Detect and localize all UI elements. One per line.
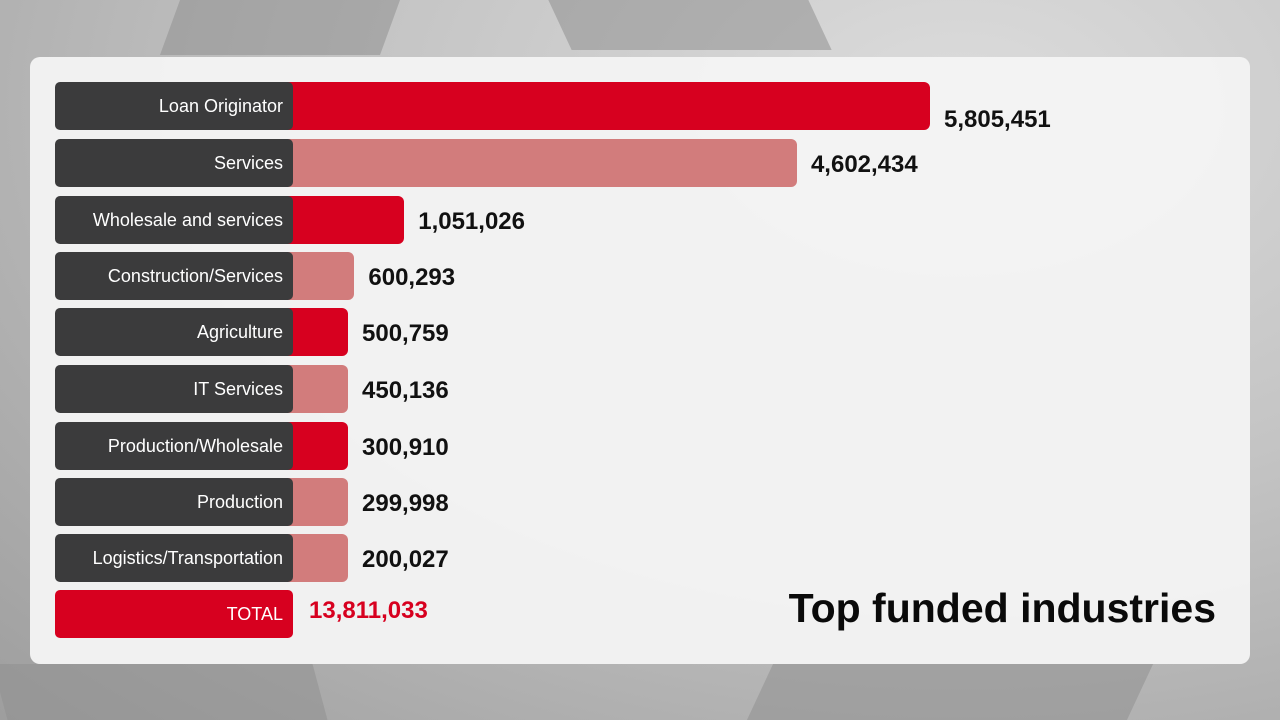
bar: [288, 365, 348, 413]
bar: [288, 534, 348, 582]
bar-category-label: Logistics/Transportation: [55, 534, 293, 582]
bar-value-label: 450,136: [362, 377, 449, 404]
bar-value-label: 299,998: [362, 490, 449, 517]
bar: [288, 478, 348, 526]
bar-value-label: 300,910: [362, 434, 449, 461]
total-value: 13,811,033: [309, 597, 428, 624]
bar-value-label: 200,027: [362, 546, 449, 573]
bar-category-label: Wholesale and services: [55, 196, 293, 244]
bar: [288, 139, 797, 187]
background-rock-4: [746, 664, 1154, 720]
bar-value-label: 4,602,434: [810, 151, 918, 178]
background-rock-3: [0, 664, 328, 720]
bar-category-label: Agriculture: [55, 308, 293, 356]
bar: [288, 252, 355, 300]
bar-value-label: 1,051,026: [418, 208, 525, 235]
bar-category-label: Loan Originator: [55, 82, 293, 130]
bar-value-label: 600,293: [368, 264, 456, 291]
bar: [288, 82, 930, 130]
background-rock-1: [159, 0, 401, 55]
bar-category-label: Construction/Services: [55, 252, 293, 300]
bar-category-label: Production: [55, 478, 293, 526]
bar: [288, 196, 405, 244]
bar-value-label: 500,759: [362, 320, 449, 347]
bar-category-label: Services: [55, 139, 293, 187]
total-label: TOTAL: [55, 590, 293, 638]
bar-category-label: Production/Wholesale: [55, 422, 293, 470]
chart-title: Top funded industries: [788, 585, 1216, 631]
bar-value-label: 5,805,451: [944, 106, 1051, 133]
bar: [288, 422, 348, 470]
bar-category-label: IT Services: [55, 365, 293, 413]
bar: [288, 308, 348, 356]
background-rock-2: [548, 0, 832, 50]
